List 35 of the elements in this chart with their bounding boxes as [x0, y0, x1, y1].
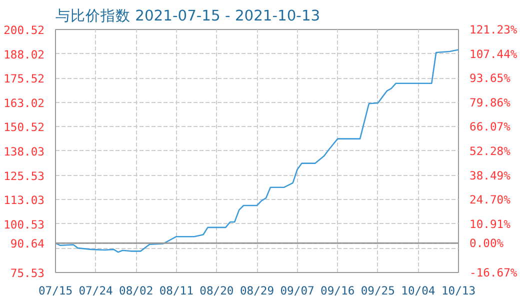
x-tick-label: 09/07 — [280, 284, 314, 298]
y-tick-label: 113.03 — [4, 193, 44, 208]
y-tick-label: 188.02 — [4, 47, 44, 62]
x-tick-label: 08/11 — [159, 284, 194, 298]
y2-tick-label: 38.49% — [470, 168, 511, 182]
y2-tick-label: 79.86% — [470, 95, 511, 110]
y2-tick-label: 24.70% — [470, 192, 511, 207]
y2-tick-label: 93.65% — [470, 71, 511, 86]
y2-tick-label: 107.44% — [470, 46, 518, 61]
x-tick-label: 09/25 — [360, 284, 395, 298]
y-tick-label: 175.52 — [4, 72, 44, 86]
y2-tick-label: 52.28% — [470, 144, 511, 158]
chart-title: 与比价指数 2021-07-15 - 2021-10-13 — [56, 8, 320, 24]
x-tick-label: 09/16 — [320, 284, 355, 298]
y2-tick-label: 0.00% — [470, 236, 504, 250]
y2-tick-label: 10.91% — [470, 216, 511, 231]
line-series — [56, 49, 458, 253]
y-tick-label: 125.53 — [4, 168, 44, 183]
x-tick-label: 08/29 — [240, 284, 274, 298]
y2-tick-label: 66.07% — [470, 120, 511, 134]
x-tick-label: 10/04 — [401, 284, 436, 298]
y-tick-label: 163.02 — [4, 96, 44, 110]
y-tick-label: 150.52 — [4, 120, 44, 134]
y-tick-label: 100.53 — [4, 217, 44, 232]
x-tick-label: 07/15 — [38, 284, 73, 298]
y2-tick-label: -16.67% — [470, 266, 518, 280]
y-tick-label: 200.52 — [4, 23, 44, 37]
x-tick-label: 08/02 — [119, 284, 154, 298]
y-tick-label: 90.64 — [10, 236, 45, 251]
x-tick-label: 07/24 — [78, 284, 114, 298]
y-tick-label: 138.03 — [4, 144, 44, 158]
y-tick-label: 75.53 — [10, 266, 45, 280]
x-tick-label: 10/13 — [441, 284, 476, 298]
x-tick-label: 08/20 — [200, 284, 234, 298]
y2-tick-label: 121.23% — [470, 22, 518, 36]
